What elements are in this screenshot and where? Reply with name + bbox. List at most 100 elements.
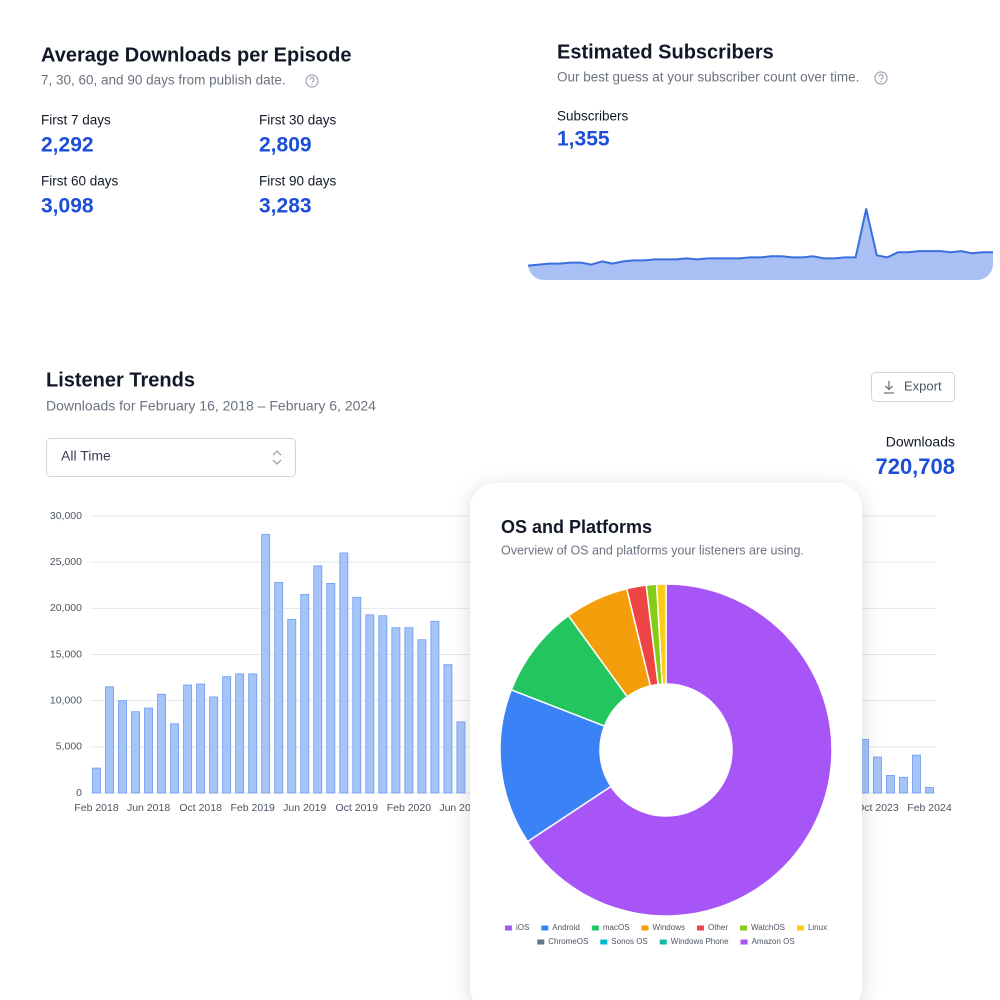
legend-label: macOS <box>603 923 630 932</box>
section-title: Listener Trends <box>46 369 195 391</box>
legend-swatch <box>541 925 549 931</box>
bar <box>287 619 297 794</box>
stat-label: First 90 days <box>259 174 337 189</box>
line <box>527 208 994 267</box>
y-tick-label: 5,000 <box>56 741 82 753</box>
x-tick-label: Feb 2024 <box>907 802 952 814</box>
legend-label: iOS <box>516 923 529 932</box>
stat-label: First 7 days <box>41 113 111 128</box>
pie-slice <box>655 583 667 685</box>
legend-label: Windows <box>653 923 685 932</box>
bar <box>352 596 362 794</box>
card-subtitle: 7, 30, 60, and 90 days from publish date… <box>41 73 286 88</box>
legend-label: Linux <box>808 923 827 932</box>
bar <box>248 673 258 794</box>
legend-label: Amazon OS <box>752 937 795 946</box>
stat-value: 2,809 <box>259 134 312 157</box>
x-tick-label: Feb 2019 <box>231 802 276 814</box>
section-subtitle: Downloads for February 16, 2018 – Februa… <box>46 398 376 414</box>
help-icon[interactable] <box>874 71 888 85</box>
y-tick-label: 10,000 <box>50 694 82 706</box>
bar <box>443 664 453 794</box>
total-label: Downloads <box>886 434 955 450</box>
stat-value: 3,098 <box>41 195 94 218</box>
y-tick-label: 15,000 <box>50 648 82 660</box>
stat-label: First 30 days <box>259 113 337 128</box>
legend-swatch <box>740 939 748 945</box>
bar <box>144 707 154 794</box>
button-label: Export <box>904 378 942 393</box>
y-tick-label: 0 <box>76 787 82 799</box>
legend-label: ChromeOS <box>548 937 588 946</box>
total-value: 720,708 <box>875 454 955 479</box>
bar <box>157 693 167 794</box>
bar <box>912 754 921 794</box>
pie-slice <box>499 688 612 843</box>
stat-value: 1,355 <box>557 128 610 151</box>
legend-label: Sonos OS <box>611 937 647 946</box>
bar <box>430 620 440 794</box>
downloads-card: Average Downloads per Episode 7, 30, 60,… <box>41 44 351 217</box>
stat-label: Subscribers <box>557 109 629 124</box>
legend-swatch <box>641 925 649 931</box>
bar <box>235 673 245 794</box>
legend-swatch <box>591 925 599 931</box>
y-tick-label: 30,000 <box>50 510 82 522</box>
x-tick-label: Jun 2019 <box>283 802 326 814</box>
x-tick-label: Oct 2018 <box>179 802 222 814</box>
bar <box>183 684 193 794</box>
bar <box>925 787 934 794</box>
bar <box>326 583 336 794</box>
legend-swatch <box>696 925 704 931</box>
pie-slice <box>526 583 833 917</box>
bar <box>261 534 271 794</box>
legend-swatch <box>659 939 667 945</box>
bar <box>378 615 388 794</box>
legend-swatch <box>537 939 545 945</box>
legend-label: Android <box>552 923 580 932</box>
bar <box>365 614 375 794</box>
bar <box>209 696 219 794</box>
x-tick-label: Oct 2023 <box>856 802 899 814</box>
help-icon[interactable] <box>305 74 319 88</box>
bar <box>339 552 349 794</box>
select-value: All Time <box>61 448 111 464</box>
area <box>528 209 993 280</box>
legend-swatch <box>504 925 512 931</box>
stat-value: 2,292 <box>41 134 94 157</box>
export-button[interactable]: Export <box>871 372 955 402</box>
card-title: Estimated Subscribers <box>557 41 774 63</box>
bar <box>196 683 206 794</box>
card-subtitle: Our best guess at your subscriber count … <box>557 70 859 85</box>
bar <box>404 627 414 794</box>
bar <box>274 582 284 794</box>
bar <box>170 723 180 794</box>
card-title: OS and Platforms <box>501 517 652 537</box>
card-subtitle: Overview of OS and platforms your listen… <box>501 543 804 557</box>
bar <box>417 639 427 794</box>
legend-label: Windows Phone <box>671 937 729 946</box>
x-tick-label: Feb 2020 <box>387 802 432 814</box>
stat-label: First 60 days <box>41 174 119 189</box>
bar <box>872 756 882 794</box>
range-select[interactable]: All Time <box>46 438 296 477</box>
bar <box>131 711 140 794</box>
y-tick-label: 20,000 <box>50 602 82 614</box>
card-title: Average Downloads per Episode <box>41 44 351 66</box>
y-tick-label: 25,000 <box>50 556 82 568</box>
x-tick-label: Jun 2018 <box>127 802 170 814</box>
os-card: OS and Platforms Overview of OS and plat… <box>470 483 862 1000</box>
bar <box>118 700 127 794</box>
bar <box>899 776 908 794</box>
bar <box>456 721 466 794</box>
legend-swatch <box>796 925 804 931</box>
bar <box>313 565 323 794</box>
legend-label: Other <box>708 923 728 932</box>
subscribers-card: Estimated Subscribers Our best guess at … <box>527 41 994 280</box>
bar <box>105 686 114 794</box>
legend-swatch <box>740 925 747 931</box>
legend-swatch <box>600 939 608 945</box>
bar <box>92 767 101 794</box>
